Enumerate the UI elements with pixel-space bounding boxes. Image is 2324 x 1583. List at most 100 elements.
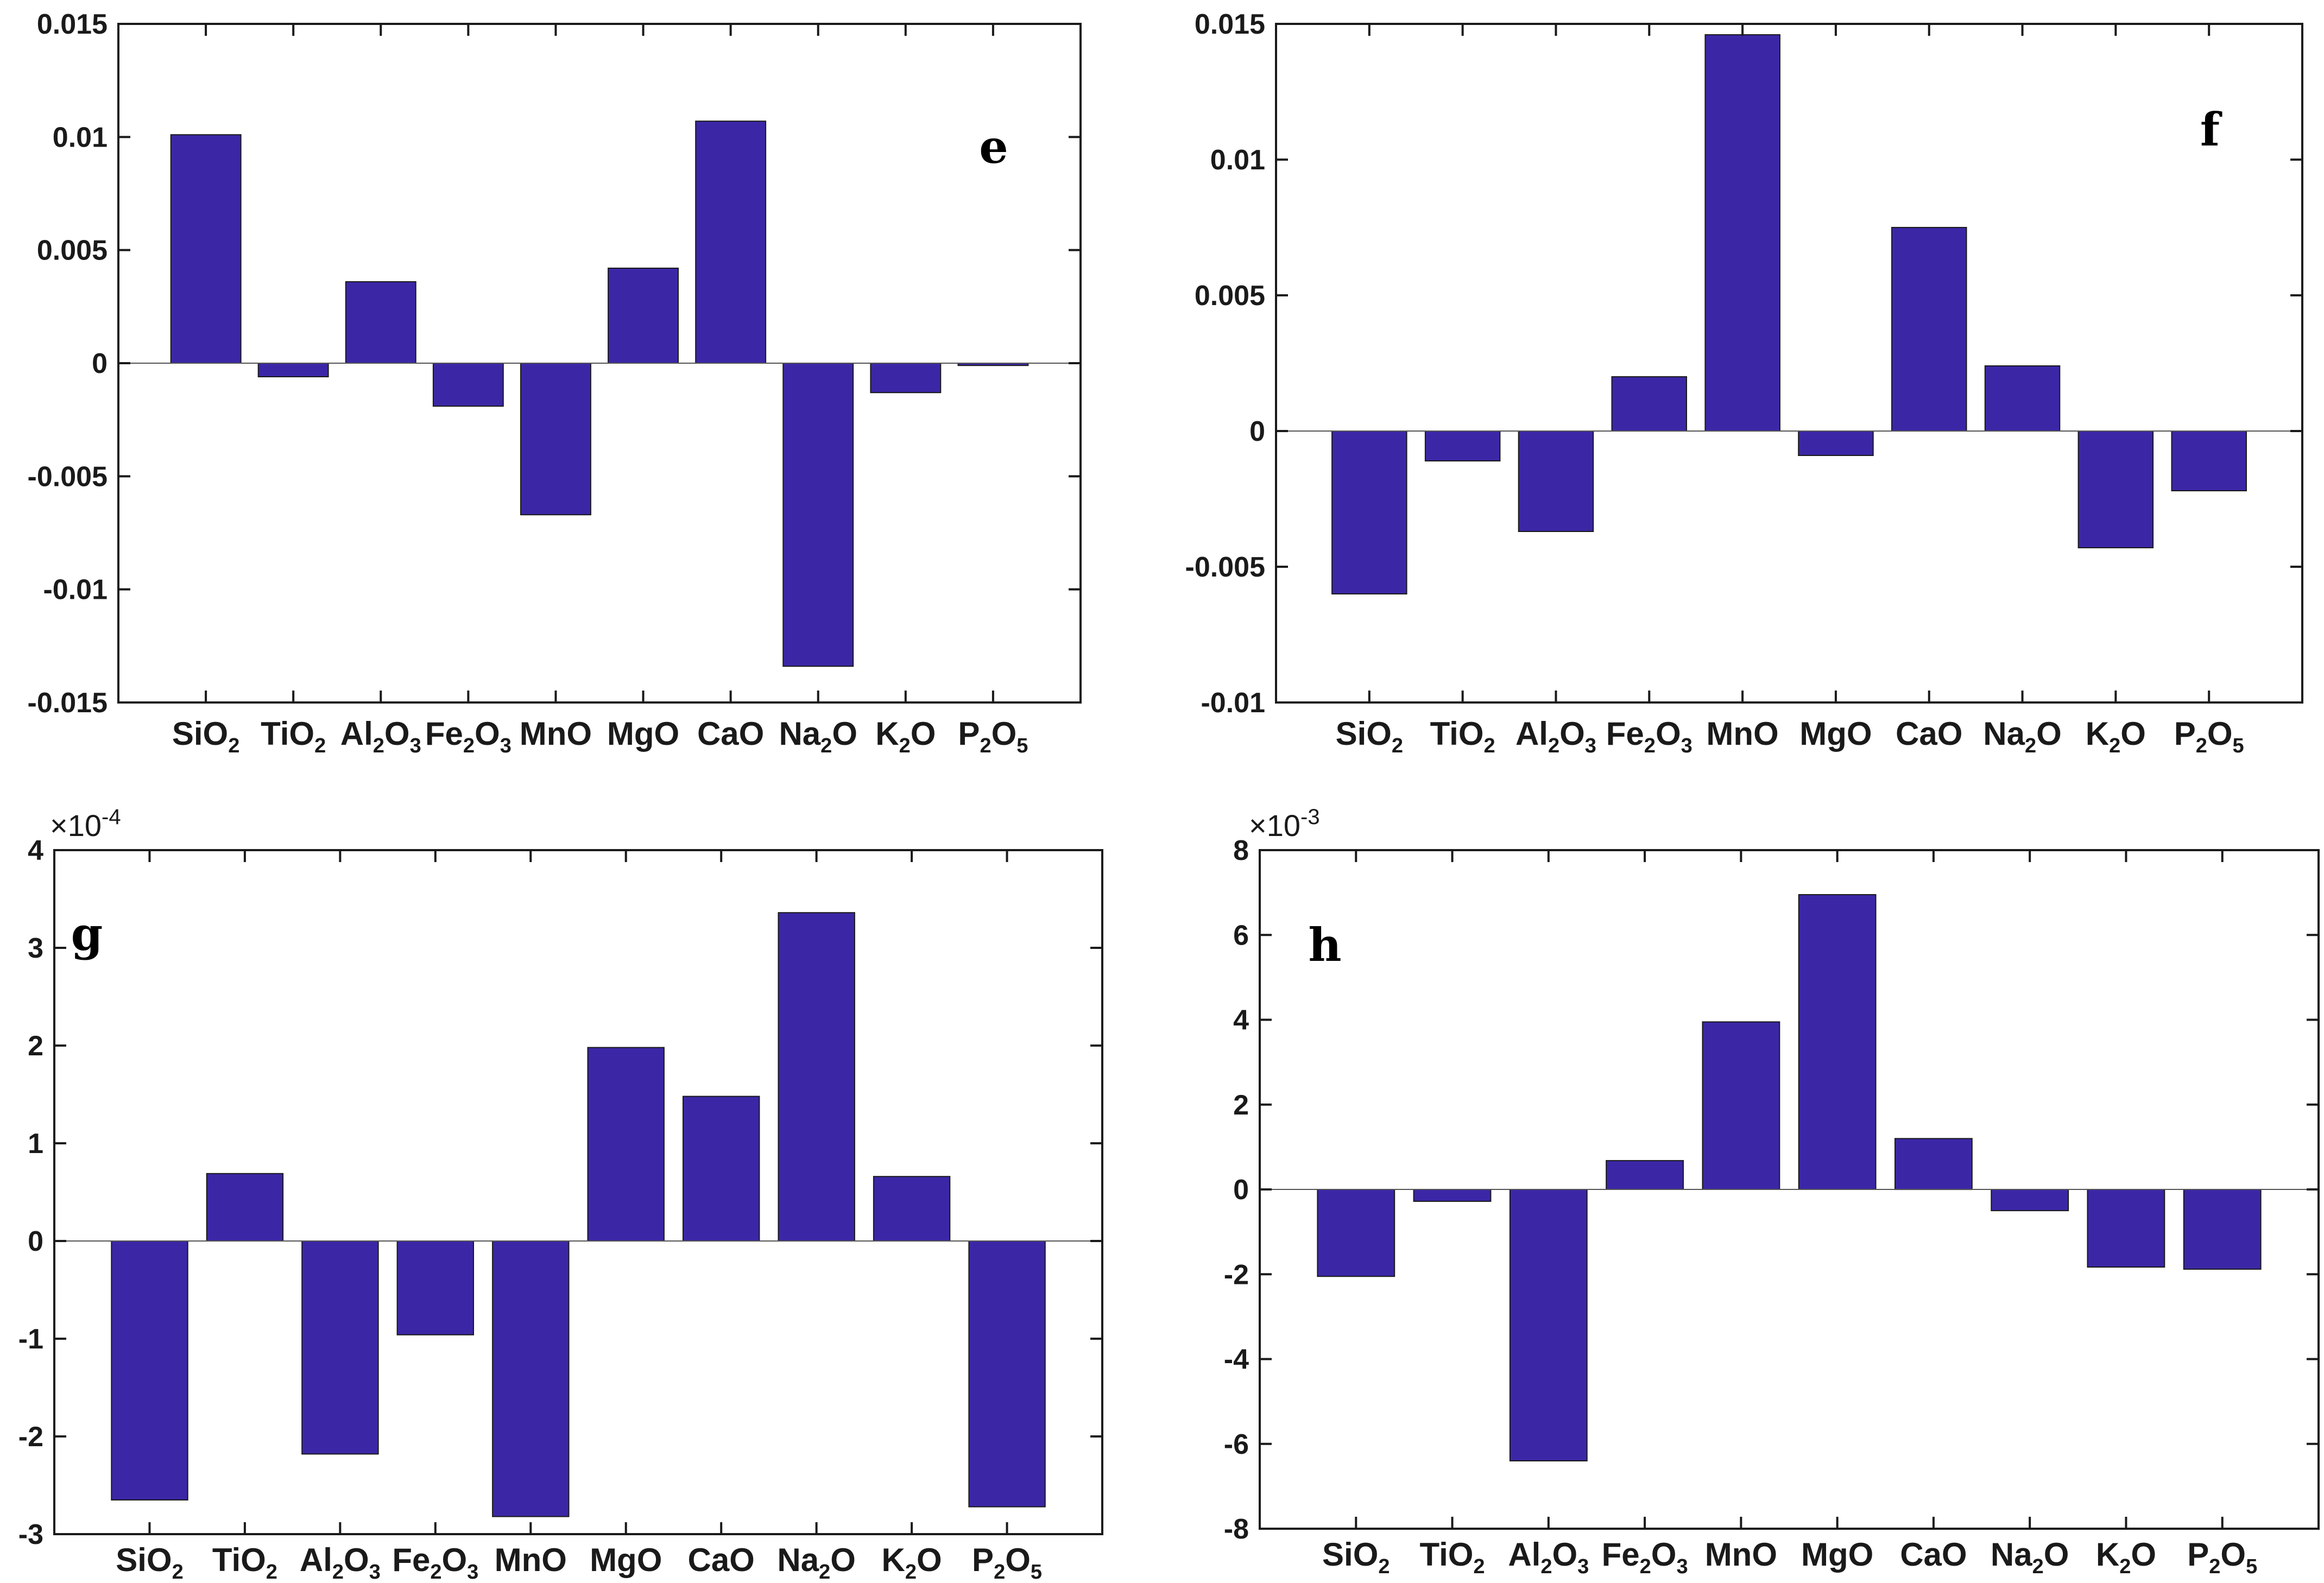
x-category-label: P2O5 [958,715,1028,757]
y-tick-label: -4 [1224,1344,1249,1376]
y-tick-label: -0.005 [28,461,108,492]
bar-na2o [1984,365,2061,432]
x-category-label: Al2O3 [1508,1536,1589,1578]
bar-tio2 [206,1173,284,1242]
y-tick-label: 4 [1233,1005,1249,1036]
x-category-label: Al2O3 [340,715,421,757]
bar-chart-h: -8 -6 -4 -2 0 2 4 6 8 SiO2 TiO2 Al2O3 Fe2O3 MnO MgO CaO… [1224,805,2320,1578]
bar-al2o3 [301,1240,379,1455]
y-tick-label: -0.015 [28,687,108,719]
bar-mno [1702,1021,1780,1190]
x-category-label: MgO [1801,1536,1873,1573]
y-tick-label: -2 [1224,1259,1249,1290]
x-category-label: TiO2 [261,715,326,757]
bar-mno [520,363,591,516]
x-category-label: TiO2 [212,1542,277,1583]
x-category-label: K2O [2086,715,2146,757]
y-tick-label: 1 [28,1128,43,1160]
y-tick-label: 0.01 [1210,144,1265,176]
bar-k2o [873,1176,951,1242]
y-tick-label: 0.015 [1195,9,1265,40]
x-category-label: K2O [875,715,936,757]
y-tick-label: 3 [28,933,43,964]
bar-chart-e: -0.015 -0.01 -0.005 0 0.005 0.01 0.015 SiO2 TiO2… [28,9,1082,757]
bar-mgo [1798,894,1877,1190]
bar-tio2 [257,363,329,377]
bar-sio2 [1331,430,1407,594]
x-category-label: MgO [607,715,679,752]
chart-panel-g: -3 -2 -1 0 1 2 3 4 SiO2 TiO2 Al2O3 Fe2O3 MnO MgO CaO Na… [0,787,1162,1583]
bar-p2o5 [968,1240,1046,1508]
x-category-label: Al2O3 [1515,715,1596,757]
y-tick-label: -6 [1224,1429,1249,1460]
x-category-label: P2O5 [972,1542,1042,1583]
bar-p2o5 [2183,1189,2262,1270]
x-category-label: TiO2 [1420,1536,1485,1578]
x-category-label: MnO [1705,1536,1777,1573]
x-category-label: TiO2 [1430,715,1495,757]
bar-cao [695,121,767,364]
x-category-label: MnO [495,1542,567,1578]
bar-mgo [587,1047,665,1242]
chart-panel-f: -0.01 -0.005 0 0.005 0.01 0.015 SiO2 TiO2 Al2O3 F… [1162,0,2324,771]
y-tick-label: -0.005 [1185,552,1265,583]
y-tick-label: 2 [28,1030,43,1062]
bar-cao [683,1096,760,1242]
x-category-label: CaO [1900,1536,1967,1573]
x-category-label: MnO [520,715,592,752]
x-category-label: Fe2O3 [392,1542,478,1583]
x-category-label: MgO [1799,715,1872,752]
bar-na2o [778,912,855,1242]
bar-k2o [2077,430,2154,548]
x-category-label: P2O5 [2187,1536,2257,1578]
x-category-label: CaO [1896,715,1962,752]
bar-mgo [608,268,679,364]
bar-sio2 [1317,1189,1395,1277]
y-tick-label: -8 [1224,1514,1249,1545]
y-tick-label: 8 [1233,835,1249,866]
chart-panel-h: -8 -6 -4 -2 0 2 4 6 8 SiO2 TiO2 Al2O3 Fe2O3 MnO MgO CaO… [1162,787,2324,1583]
x-category-label: Fe2O3 [1606,715,1693,757]
bar-fe2o3 [432,363,504,407]
x-category-label: CaO [697,715,764,752]
y-tick-label: 0 [28,1226,43,1257]
y-tick-label: 0.005 [1195,280,1265,312]
bar-mno [1704,34,1780,432]
axes-box [1275,23,2303,704]
y-tick-label: 0.01 [53,122,108,153]
x-category-label: SiO2 [1336,715,1404,757]
y-tick-label: -2 [18,1421,43,1453]
y-tick-label: 0 [92,348,108,379]
bar-tio2 [1413,1189,1492,1202]
x-category-label: CaO [687,1542,754,1578]
y-tick-label: 0.015 [37,9,108,40]
x-category-label: SiO2 [172,715,240,757]
y-tick-label: 0.005 [37,235,108,267]
y-tick-label: 0 [1249,416,1265,447]
y-tick-label: -3 [18,1519,43,1550]
axis-multiplier: ×10-4 [50,805,121,843]
x-category-label: Fe2O3 [425,715,511,757]
bar-al2o3 [345,281,416,364]
x-category-label: MnO [1706,715,1778,752]
bar-sio2 [111,1240,188,1500]
bar-tio2 [1424,430,1501,461]
axis-multiplier: ×10-3 [1249,805,1320,843]
y-tick-label: 2 [1233,1090,1249,1121]
bar-chart-f: -0.01 -0.005 0 0.005 0.01 0.015 SiO2 TiO2 Al2O3 F… [1185,9,2303,757]
x-category-label: Fe2O3 [1602,1536,1688,1578]
x-category-label: Na2O [777,1542,856,1583]
panel-label: e [979,120,1008,174]
panel-label: g [71,907,103,961]
bar-chart-g: -3 -2 -1 0 1 2 3 4 SiO2 TiO2 Al2O3 Fe2O3 MnO MgO CaO Na… [18,805,1103,1583]
bar-k2o [2087,1189,2165,1268]
bar-na2o [1991,1189,2069,1212]
bar-al2o3 [1518,430,1594,532]
x-category-label: SiO2 [1322,1536,1390,1578]
bar-na2o [782,363,854,667]
bar-cao [1894,1138,1973,1191]
axes-box [53,849,1103,1535]
x-category-label: SiO2 [116,1542,184,1583]
bar-fe2o3 [1611,376,1687,432]
y-tick-label: -0.01 [1201,687,1265,719]
